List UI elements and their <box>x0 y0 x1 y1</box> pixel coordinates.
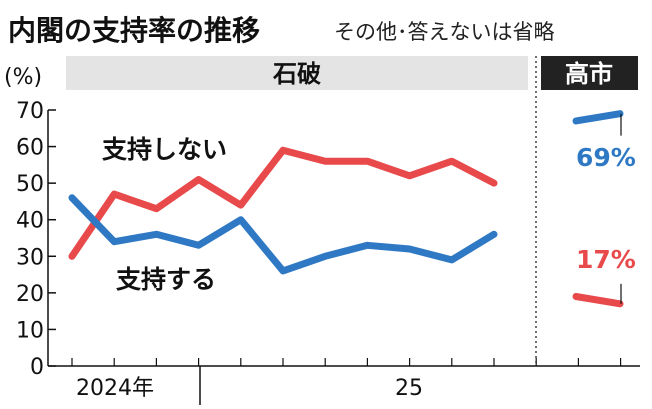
series-line-disapprove <box>68 146 498 260</box>
y-tick-label: 20 <box>16 282 44 307</box>
period-bar-takaichi <box>541 56 638 90</box>
chart-title: 内閣の支持率の推移 <box>8 14 260 47</box>
x-tick-label-25: 25 <box>395 376 423 401</box>
series-label-approve: 支持する <box>116 265 216 294</box>
series-line-approve <box>68 194 498 275</box>
period-label-takaichi: 高市 <box>565 60 613 88</box>
y-tick-label: 40 <box>16 209 44 234</box>
chart-subtitle: その他･答えないは省略 <box>334 20 555 44</box>
takaichi-line-approve <box>572 110 624 125</box>
value-label-approve: 69% <box>576 143 636 172</box>
y-tick-label: 10 <box>16 318 44 343</box>
period-bar-ishiba <box>66 56 528 90</box>
value-label-disapprove: 17% <box>576 245 636 274</box>
y-unit-label: (%) <box>4 65 42 90</box>
y-tick-label: 30 <box>16 245 44 270</box>
x-tick-label-2024: 2024年 <box>76 376 154 401</box>
period-label-ishiba: 石破 <box>272 60 321 88</box>
y-tick-label: 0 <box>30 355 44 380</box>
y-tick-label: 60 <box>16 136 44 161</box>
y-tick-label: 70 <box>16 99 44 124</box>
y-tick-label: 50 <box>16 172 44 197</box>
series-label-disapprove: 支持しない <box>102 135 227 164</box>
takaichi-line-disapprove <box>572 293 624 308</box>
